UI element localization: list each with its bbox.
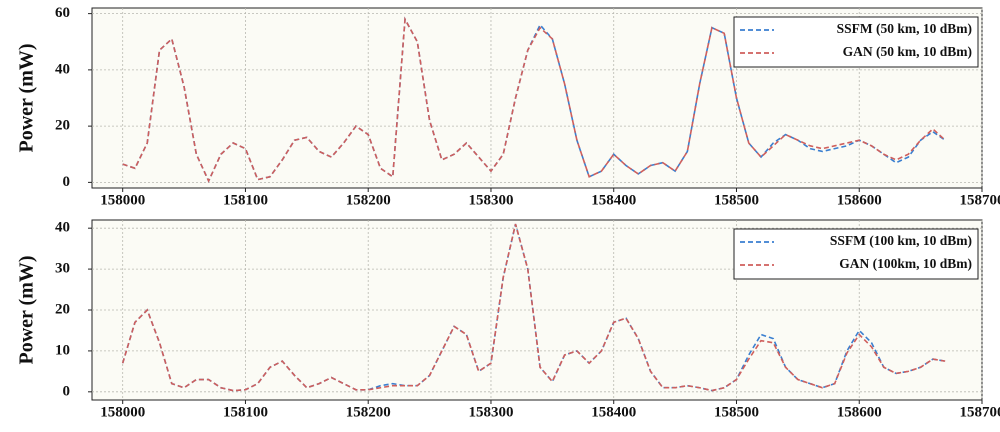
x-tick-label: 158300 xyxy=(468,192,513,208)
legend-label: SSFM (100 km, 10 dBm) xyxy=(830,233,972,248)
legend: SSFM (100 km, 10 dBm) GAN (100km, 10 dBm) xyxy=(733,228,979,280)
legend-box xyxy=(733,228,979,280)
legend: SSFM (50 km, 10 dBm) GAN (50 km, 10 dBm) xyxy=(733,16,979,68)
legend-box xyxy=(733,16,979,68)
y-tick-label: 10 xyxy=(55,342,70,358)
x-tick-label: 158500 xyxy=(714,192,759,208)
y-tick-label: 40 xyxy=(55,61,70,77)
y-tick-label: 0 xyxy=(63,383,71,399)
x-tick-label: 158200 xyxy=(346,404,391,420)
series-line xyxy=(122,16,946,183)
panel: 0 10 20 30 40 158000 158100 158200 158300 158400 1… xyxy=(16,219,1000,420)
y-tick-label: 30 xyxy=(55,261,70,277)
y-axis-label: Power (mW) xyxy=(16,43,38,152)
legend-label: GAN (50 km, 10 dBm) xyxy=(843,44,972,59)
y-tick-label: 40 xyxy=(55,220,70,236)
x-tick-label: 158400 xyxy=(591,192,636,208)
x-tick-label: 158700 xyxy=(960,404,1000,420)
y-tick-label: 60 xyxy=(55,5,70,21)
x-tick-label: 158000 xyxy=(100,404,145,420)
panel: 0 20 40 60 158000 158100 158200 158300 158400 158… xyxy=(16,5,1000,208)
x-tick-label: 158700 xyxy=(960,192,1000,208)
y-tick-label: 20 xyxy=(55,118,70,134)
x-tick-label: 158200 xyxy=(346,192,391,208)
y-axis-label: Power (mW) xyxy=(16,255,38,364)
x-tick-label: 158600 xyxy=(837,192,882,208)
series-line xyxy=(121,223,946,392)
x-tick-label: 158600 xyxy=(837,404,882,420)
legend-label: GAN (100km, 10 dBm) xyxy=(839,256,972,271)
x-tick-label: 158300 xyxy=(468,404,513,420)
y-tick-label: 0 xyxy=(63,174,71,190)
x-tick-label: 158100 xyxy=(223,404,268,420)
x-tick-label: 158500 xyxy=(714,404,759,420)
x-tick-label: 158100 xyxy=(223,192,268,208)
y-tick-label: 20 xyxy=(55,301,70,317)
legend-label: SSFM (50 km, 10 dBm) xyxy=(837,21,972,36)
x-tick-label: 158400 xyxy=(591,404,636,420)
x-tick-label: 158000 xyxy=(100,192,145,208)
